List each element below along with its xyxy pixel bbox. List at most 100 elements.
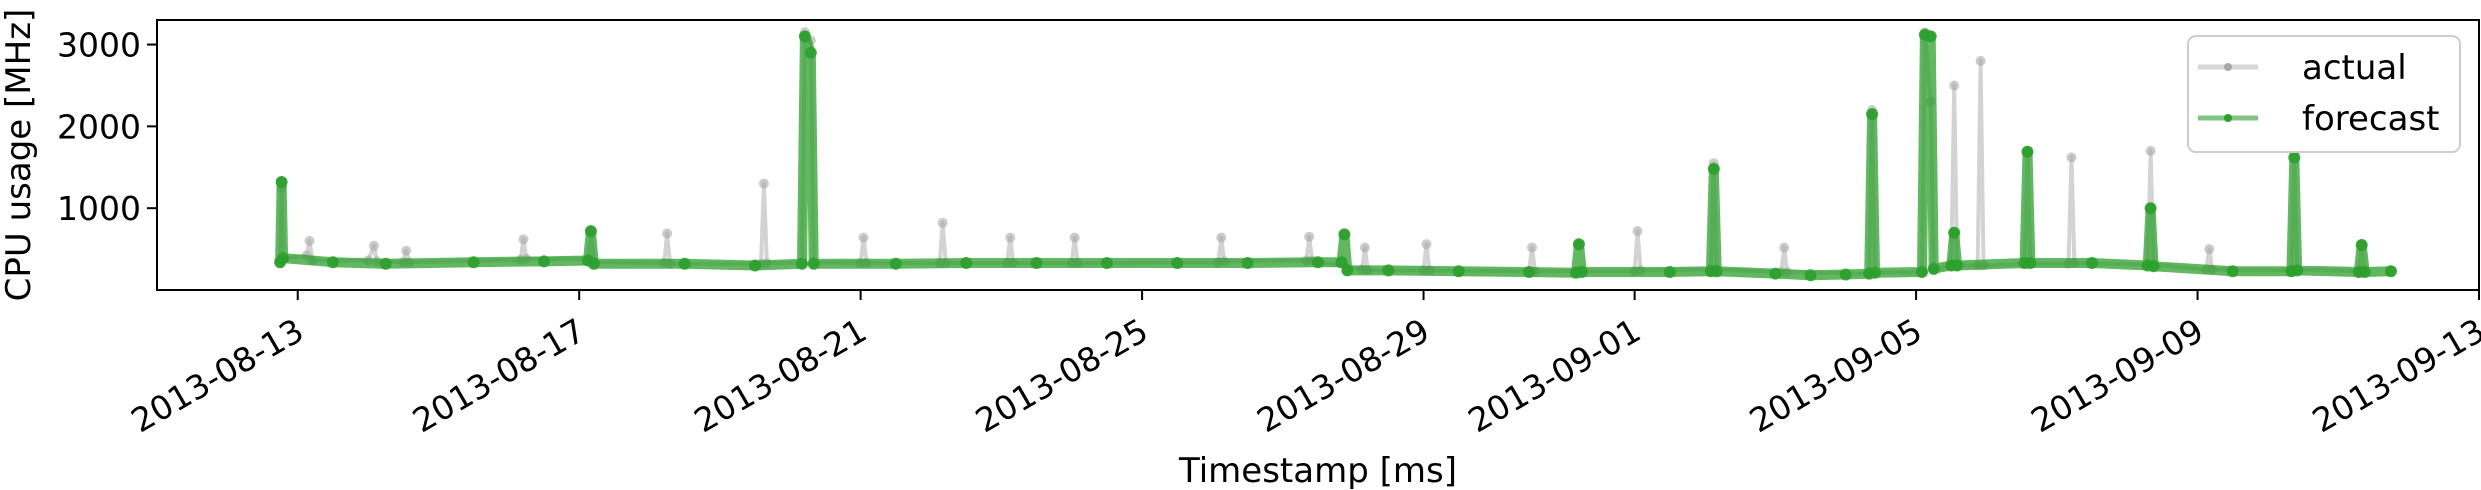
data-point-forecast	[326, 256, 339, 269]
data-point-actual	[1304, 231, 1315, 242]
x-tick-label: 2013-08-29	[1250, 311, 1436, 441]
data-point-forecast	[960, 257, 973, 269]
data-point-forecast	[2226, 265, 2239, 278]
data-point-forecast	[2385, 265, 2397, 278]
data-point-forecast	[467, 256, 480, 269]
data-point-forecast	[2355, 239, 2368, 251]
y-tick-label: 1000	[57, 189, 141, 228]
data-point-forecast	[587, 257, 600, 270]
legend: actual forecast	[2187, 35, 2461, 153]
data-point-actual	[304, 235, 315, 246]
data-point-actual	[401, 245, 412, 256]
data-point-forecast	[1030, 257, 1043, 269]
x-tick-label: 2013-09-05	[1743, 311, 1929, 441]
series-line-forecast	[275, 29, 2396, 281]
data-point-actual	[1421, 239, 1432, 250]
y-tick-label: 3000	[57, 26, 141, 65]
data-point-forecast	[1338, 228, 1351, 241]
data-point-forecast	[1241, 257, 1254, 269]
data-point-forecast	[1572, 238, 1585, 251]
data-point-forecast	[1341, 264, 1354, 277]
data-point-actual	[1632, 226, 1643, 237]
data-point-actual	[937, 217, 948, 228]
data-point-forecast	[1804, 269, 1817, 282]
data-point-forecast	[1951, 259, 1964, 272]
data-point-forecast	[1100, 257, 1113, 269]
data-point-forecast	[2358, 266, 2371, 278]
data-point-forecast	[1769, 267, 1782, 280]
x-tick-label: 2013-08-25	[969, 311, 1155, 441]
data-point-forecast	[1575, 266, 1588, 278]
data-point-forecast	[277, 252, 290, 265]
plot-frame	[156, 19, 2480, 291]
data-point-forecast	[1707, 162, 1720, 175]
data-point-actual	[369, 240, 379, 251]
data-point-forecast	[2024, 257, 2037, 269]
data-point-forecast	[889, 257, 902, 270]
data-point-forecast	[538, 255, 550, 268]
y-tick-label: 2000	[57, 107, 141, 146]
legend-marker-actual	[2224, 63, 2232, 71]
legend-label-actual: actual	[2302, 48, 2407, 88]
x-tick-label: 2013-08-21	[687, 311, 873, 441]
data-point-forecast	[2288, 151, 2301, 164]
data-point-forecast	[796, 257, 808, 270]
data-point-forecast	[584, 225, 597, 238]
y-axis-label: CPU usage [MHz]	[0, 9, 39, 302]
data-point-actual	[1949, 80, 1960, 91]
data-point-forecast	[2291, 264, 2304, 277]
data-point-actual	[518, 234, 529, 245]
data-point-forecast	[2144, 202, 2157, 215]
data-point-actual	[2066, 152, 2077, 163]
data-point-forecast	[1948, 226, 1961, 239]
data-point-forecast	[2086, 257, 2098, 269]
data-point-forecast	[1866, 108, 1879, 121]
x-tick-label: 2013-08-13	[125, 311, 311, 441]
legend-frame	[2187, 35, 2461, 153]
data-point-forecast	[1663, 266, 1676, 278]
data-point-forecast	[798, 30, 811, 43]
data-point-actual	[662, 228, 673, 239]
data-point-actual	[2145, 145, 2156, 156]
x-tick-label: 2013-09-01	[1461, 311, 1647, 441]
data-point-forecast	[1924, 30, 1937, 43]
data-point-actual	[1527, 242, 1537, 253]
y-axis: 1000 2000 3000	[57, 26, 157, 228]
data-point-forecast	[379, 257, 392, 270]
data-point-forecast	[2147, 260, 2160, 273]
data-point-actual	[858, 232, 869, 243]
data-point-actual	[1005, 232, 1016, 243]
series-layer	[274, 27, 2397, 282]
legend-marker-forecast	[2224, 114, 2232, 122]
x-axis-label: Timestamp [ms]	[1178, 451, 1457, 490]
series-forecast	[274, 28, 2397, 282]
data-point-forecast	[678, 257, 691, 270]
data-point-actual	[758, 178, 769, 189]
data-point-actual	[1216, 232, 1227, 243]
data-point-forecast	[749, 259, 762, 272]
data-point-actual	[1359, 242, 1370, 253]
data-point-forecast	[1839, 268, 1852, 281]
data-point-forecast	[275, 176, 288, 188]
data-point-forecast	[807, 257, 820, 270]
data-point-forecast	[1927, 262, 1940, 275]
data-point-actual	[1069, 232, 1080, 243]
x-tick-label: 2013-09-09	[2024, 311, 2210, 441]
data-point-forecast	[1710, 265, 1723, 278]
data-point-forecast	[1171, 257, 1184, 269]
data-point-actual	[2204, 244, 2215, 255]
data-point-actual	[1779, 242, 1790, 253]
data-point-forecast	[1452, 265, 1465, 278]
data-point-forecast	[1523, 266, 1536, 278]
data-point-forecast	[1869, 266, 1881, 279]
data-point-forecast	[1382, 264, 1395, 277]
data-point-actual	[1975, 55, 1986, 66]
data-point-forecast	[1916, 266, 1928, 278]
data-point-forecast	[2021, 145, 2034, 158]
data-point-forecast	[804, 46, 817, 59]
legend-label-forecast: forecast	[2302, 99, 2440, 139]
x-tick-label: 2013-09-13	[2306, 311, 2481, 441]
data-point-forecast	[1312, 256, 1324, 269]
